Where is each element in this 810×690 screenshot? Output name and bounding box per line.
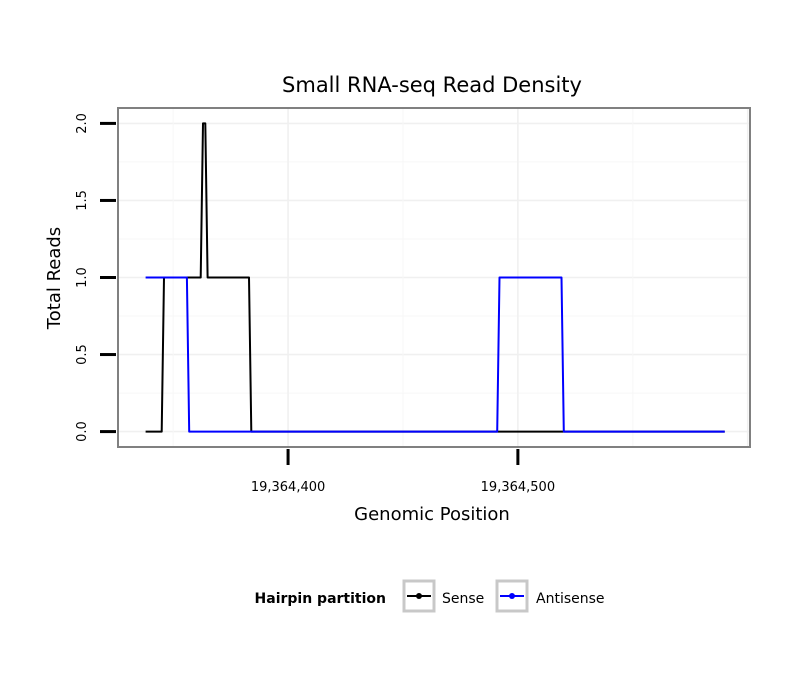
legend-item-sense: Sense	[402, 579, 484, 613]
y-tick-label: 2.0	[75, 113, 90, 134]
legend-key-dot-antisense	[509, 593, 515, 599]
legend-label-sense: Sense	[442, 591, 484, 607]
series-line-antisense	[145, 276, 725, 433]
legend-item-antisense: Antisense	[495, 579, 605, 613]
y-axis-title: Total Reads	[44, 227, 65, 330]
x-tick-label: 19,364,500	[481, 480, 555, 495]
x-axis-title: Genomic Position	[354, 504, 510, 525]
legend-title: Hairpin partition	[255, 591, 386, 607]
y-tick-label: 0.5	[75, 344, 90, 365]
legend-key-dot-sense	[416, 593, 422, 599]
y-tick-label: 0.0	[75, 421, 90, 442]
legend: Hairpin partition Sense Antisense	[255, 579, 605, 613]
x-tick-label: 19,364,400	[251, 480, 325, 495]
x-axis: 19,364,400 19,364,500	[251, 449, 555, 495]
y-tick-label: 1.0	[75, 267, 90, 288]
legend-label-antisense: Antisense	[536, 591, 605, 607]
y-axis: 0.0 0.5 1.0 1.5 2.0	[75, 113, 116, 442]
plot-panel	[117, 107, 751, 448]
y-tick-label: 1.5	[75, 190, 90, 211]
series-lines	[145, 122, 725, 433]
chart-title: Small RNA-seq Read Density	[282, 73, 582, 97]
